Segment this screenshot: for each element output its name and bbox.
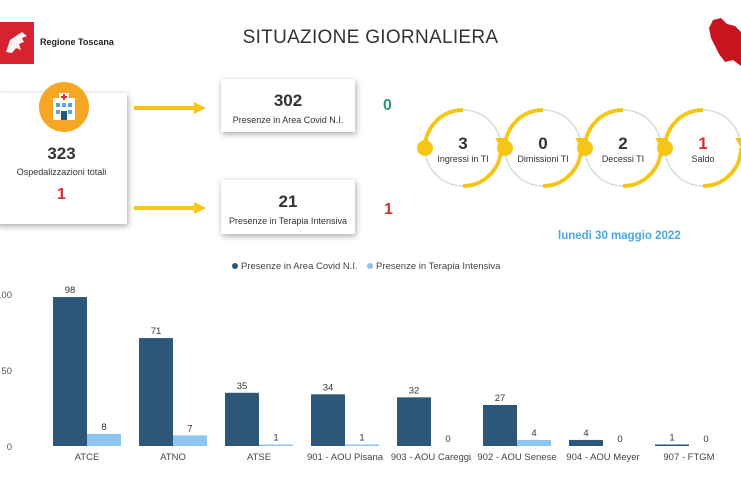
covid-label: Presenze in Area Covid N.I. (232, 115, 344, 125)
bar-value-label: 27 (495, 393, 506, 404)
bar-value-label: 98 (65, 285, 76, 296)
ti-value: 21 (278, 192, 298, 211)
arrows-graphic (134, 102, 206, 214)
hospital-icon (39, 82, 89, 132)
bar-value-label: 8 (101, 422, 106, 433)
x-category-label: 902 - AOU Senese (477, 452, 556, 463)
covid-presence-card: 302 Presenze in Area Covid N.I. (221, 79, 355, 132)
flow-value: 3 (458, 134, 467, 153)
report-date: lunedì 30 maggio 2022 (558, 230, 681, 242)
flow-arc (462, 147, 503, 188)
chart-legend: Presenze in Area Covid N.I. Presenze in … (232, 261, 500, 272)
bar[interactable] (483, 404, 517, 446)
flow-arc (622, 147, 663, 188)
bar[interactable] (53, 297, 87, 446)
bar[interactable] (87, 433, 121, 446)
y-tick-label: 50 (1, 366, 12, 377)
x-category-label: ATNO (160, 452, 186, 463)
y-tick-label: 100 (0, 290, 12, 301)
legend-swatch-covid (232, 263, 238, 270)
ti-delta: 1 (384, 201, 393, 218)
tuscany-map-icon (709, 18, 741, 66)
flow-value: 2 (618, 134, 627, 153)
bar-value-label: 4 (583, 428, 588, 439)
legend-label-ti: Presenze in Terapia Intensiva (375, 261, 501, 272)
bar-value-label: 71 (151, 326, 162, 337)
bar-value-label: 34 (323, 382, 334, 393)
x-category-label: 901 - AOU Pisana (307, 452, 384, 463)
legend-swatch-ti (366, 263, 373, 270)
bar[interactable] (345, 444, 379, 446)
bar[interactable] (569, 439, 603, 446)
bar[interactable] (517, 439, 551, 446)
bar-value-label: 0 (617, 434, 622, 445)
bar-value-label: 1 (669, 432, 674, 443)
ti-presence-card: 21 Presenze in Terapia Intensiva (221, 180, 355, 234)
bar[interactable] (173, 435, 207, 446)
flow-label: Saldo (691, 154, 714, 164)
flow-label: Decessi TI (602, 154, 644, 164)
total-label: Ospedalizzazioni totali (16, 167, 107, 177)
bar[interactable] (139, 338, 173, 446)
bar-value-label: 0 (703, 434, 708, 445)
total-delta: 1 (57, 186, 66, 203)
x-category-label: 904 - AOU Meyer (566, 452, 639, 463)
x-category-label: ATCE (75, 452, 100, 463)
bar[interactable] (311, 394, 345, 446)
bar-value-label: 1 (273, 432, 278, 443)
bar[interactable] (259, 444, 293, 446)
flow-label: Ingressi in TI (437, 154, 488, 164)
arrow-right-icon (194, 202, 206, 214)
x-category-label: 907 - FTGM (663, 452, 714, 463)
flow-arc (542, 147, 583, 188)
flow-value: 1 (698, 134, 707, 153)
x-category-label: ATSE (247, 452, 271, 463)
bar-value-label: 0 (445, 434, 450, 445)
bar[interactable] (655, 444, 689, 446)
org-name: Regione Toscana (40, 37, 114, 47)
regione-toscana-flag-logo (0, 22, 34, 64)
flow-label: Dimissioni TI (517, 154, 568, 164)
flow-value: 0 (538, 134, 547, 153)
bar-value-label: 35 (237, 381, 248, 392)
ti-label: Presenze in Terapia Intensiva (229, 216, 347, 226)
flow-arrow-icon (735, 138, 741, 148)
flow-node-dot (657, 140, 673, 156)
page-title: SITUAZIONE GIORNALIERA (242, 27, 499, 48)
flow-node-dot (577, 140, 593, 156)
flow-node-dot (497, 140, 513, 156)
arrow-right-icon (194, 102, 206, 114)
legend-label-covid: Presenze in Area Covid N.I. (241, 261, 358, 272)
bar-value-label: 7 (187, 423, 192, 434)
bar-value-label: 32 (409, 385, 420, 396)
x-category-label: 903 - AOU Careggi (391, 452, 471, 463)
y-tick-label: 0 (7, 442, 12, 453)
bar-value-label: 1 (359, 432, 364, 443)
bar-chart: 100500988ATCE717ATNO351ATSE341901 - AOU … (0, 285, 715, 463)
bar[interactable] (397, 397, 431, 446)
covid-delta: 0 (383, 97, 392, 114)
flow-node-dot (417, 140, 433, 156)
bar-value-label: 4 (531, 428, 536, 439)
total-value: 323 (47, 144, 76, 163)
flow-arc (702, 147, 741, 188)
covid-value: 302 (273, 91, 303, 110)
bar[interactable] (225, 392, 259, 446)
